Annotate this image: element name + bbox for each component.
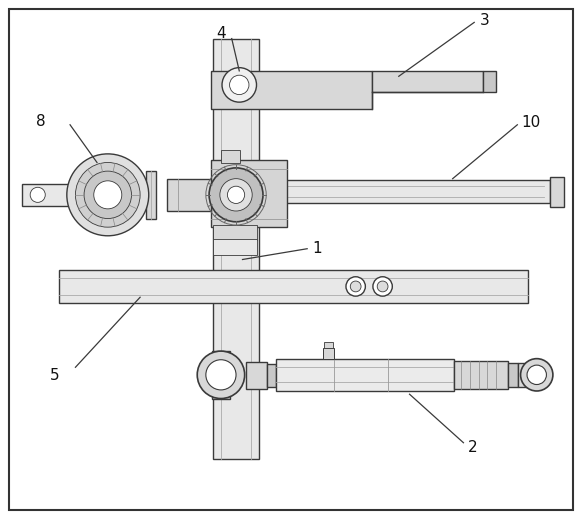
Circle shape [209, 168, 263, 222]
Circle shape [222, 67, 257, 102]
Circle shape [377, 281, 388, 292]
Circle shape [84, 171, 132, 218]
Circle shape [520, 359, 553, 391]
Bar [211, 160, 287, 227]
Bar [454, 361, 508, 389]
Bar [214, 38, 258, 459]
Bar [324, 343, 333, 348]
Circle shape [197, 351, 244, 399]
Bar [519, 363, 535, 387]
Bar [258, 180, 549, 203]
Bar [549, 176, 564, 207]
Bar [22, 184, 81, 206]
Text: 8: 8 [36, 114, 45, 129]
Circle shape [206, 360, 236, 390]
Bar [59, 270, 528, 303]
Bar [211, 71, 372, 108]
Circle shape [228, 186, 244, 203]
Bar [508, 363, 519, 387]
Bar [324, 348, 334, 359]
Bar [214, 225, 257, 240]
Bar [214, 239, 257, 255]
Circle shape [346, 277, 365, 296]
Circle shape [229, 75, 249, 94]
Text: 1: 1 [313, 241, 322, 256]
Circle shape [350, 281, 361, 292]
Circle shape [220, 179, 252, 211]
Text: 4: 4 [216, 25, 226, 40]
Bar [246, 362, 267, 389]
Bar [372, 71, 483, 92]
Bar [267, 364, 276, 387]
Bar [221, 149, 240, 162]
Circle shape [30, 187, 45, 202]
Circle shape [94, 181, 122, 209]
Circle shape [67, 154, 149, 236]
Bar [212, 351, 229, 399]
Text: 3: 3 [480, 13, 489, 28]
Circle shape [373, 277, 392, 296]
Circle shape [527, 365, 546, 385]
Bar [146, 171, 157, 218]
Text: 2: 2 [468, 440, 477, 455]
Text: 5: 5 [49, 368, 59, 384]
Bar [167, 179, 211, 211]
Circle shape [76, 162, 140, 227]
Bar [276, 359, 454, 391]
Bar [483, 71, 496, 92]
Text: 10: 10 [521, 115, 541, 130]
